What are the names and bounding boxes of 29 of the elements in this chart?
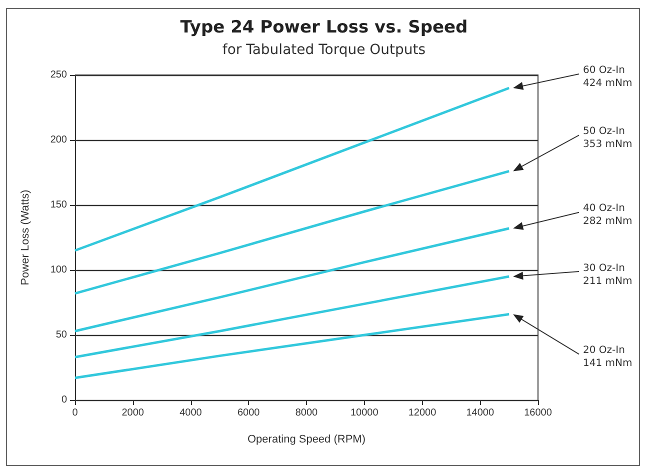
y-tick-label: 50 [56,330,68,340]
text: 20 Oz-In 141 mNm [583,344,632,370]
chart-title: Type 24 Power Loss vs. Speed [180,18,468,38]
line-series [74,86,510,252]
y-tick-label: 100 [50,264,68,276]
x-tick-label: 4000 [180,408,202,418]
x-tick-label: 14000 [466,408,494,418]
x-axis-title: Operating Speed (RPM) [248,434,366,446]
line-series [74,312,510,380]
text: 30 Oz-In 211 mNm [583,262,632,288]
line-series [74,275,510,358]
line-series [74,170,510,295]
x-tick-label: 0 [72,408,78,418]
x-tick-label: 12000 [408,408,437,418]
line-series [74,227,510,332]
y-tick-label: 200 [50,134,68,146]
chart-subtitle: for Tabulated Torque Outputs [222,42,426,58]
x-tick-label: 8000 [295,408,318,418]
y-tick-label: 0 [61,394,68,406]
x-tick-label: 6000 [238,408,260,418]
x-tick-label: 10000 [350,408,379,418]
y-tick-label: 250 [50,70,68,80]
text: 60 Oz-In 424 mNm [583,64,632,90]
x-tick-label: 16000 [524,408,552,418]
y-tick-label: 150 [50,200,68,210]
x-tick-label: 2000 [122,408,144,418]
text: 40 Oz-In 282 mNm [583,202,632,228]
y-axis-title: Power Loss (Watts) [20,190,32,286]
text: 50 Oz-In 353 mNm [583,125,632,152]
